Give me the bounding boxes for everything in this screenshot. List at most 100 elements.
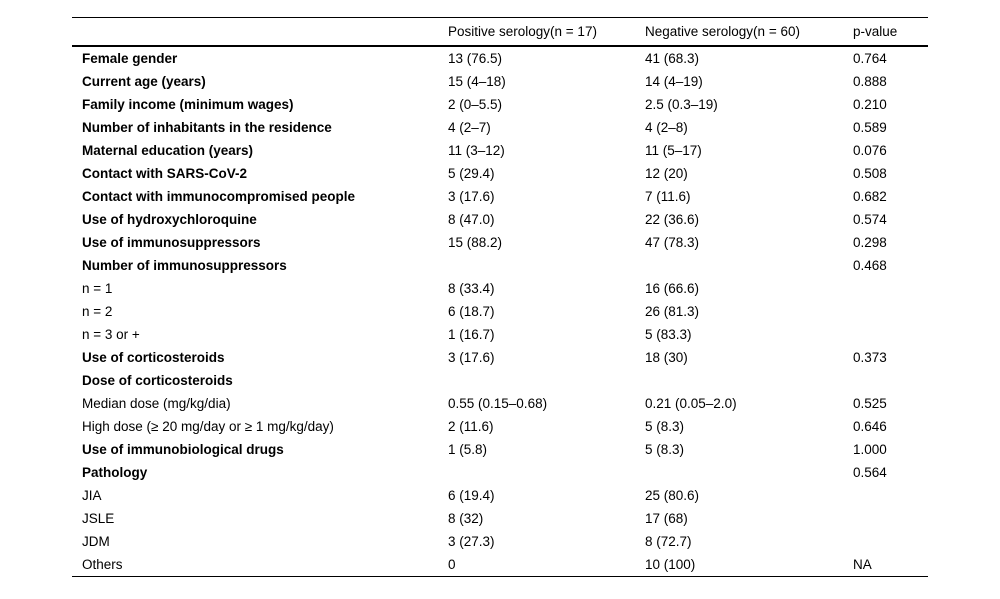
- serology-table-container: Positive serology(n = 17) Negative serol…: [72, 17, 928, 577]
- table-row: n = 2 6 (18.7) 26 (81.3): [72, 300, 928, 323]
- positive-serology-value: 15 (4–18): [448, 73, 506, 89]
- negative-serology-value: 11 (5–17): [645, 142, 702, 158]
- row-label: JSLE: [82, 510, 115, 526]
- table-body: Female gender 13 (76.5) 41 (68.3) 0.764 …: [72, 46, 928, 577]
- positive-serology-value: 1 (5.8): [448, 441, 488, 457]
- row-label: Current age (years): [82, 73, 206, 89]
- positive-serology-value: 6 (19.4): [448, 487, 495, 503]
- row-label: Number of inhabitants in the residence: [82, 119, 332, 135]
- positive-serology-value: 8 (32): [448, 510, 484, 526]
- positive-serology-value: 11 (3–12): [448, 142, 505, 158]
- p-value: [853, 369, 928, 392]
- table-row: High dose (≥ 20 mg/day or ≥ 1 mg/kg/day)…: [72, 415, 928, 438]
- p-value: [853, 484, 928, 507]
- p-value: 0.764: [853, 50, 887, 66]
- p-value: 0.373: [853, 349, 887, 365]
- positive-serology-value: [448, 369, 645, 392]
- positive-serology-value: 15 (88.2): [448, 234, 503, 250]
- row-label: JDM: [82, 533, 110, 549]
- row-label: Family income (minimum wages): [82, 96, 294, 112]
- positive-serology-value: 3 (17.6): [448, 349, 495, 365]
- negative-serology-value: 14 (4–19): [645, 73, 703, 89]
- row-label: Use of immunosuppressors: [82, 234, 261, 250]
- positive-serology-value: 2 (11.6): [448, 418, 494, 434]
- negative-serology-value: 47 (78.3): [645, 234, 700, 250]
- negative-serology-value: 26 (81.3): [645, 303, 700, 319]
- p-value: [853, 507, 928, 530]
- positive-serology-value: 13 (76.5): [448, 50, 503, 66]
- table-row: Number of inhabitants in the residence 4…: [72, 116, 928, 139]
- positive-serology-value: 2 (0–5.5): [448, 96, 503, 112]
- row-label: Female gender: [82, 50, 178, 66]
- positive-serology-value: 3 (17.6): [448, 188, 495, 204]
- negative-serology-value: 16 (66.6): [645, 280, 700, 296]
- table-row: Use of immunobiological drugs 1 (5.8) 5 …: [72, 438, 928, 461]
- negative-serology-value: 17 (68): [645, 510, 688, 526]
- p-value: NA: [853, 556, 872, 572]
- p-value: 0.646: [853, 418, 887, 434]
- column-header-negative-serology: Negative serology(n = 60): [645, 17, 853, 47]
- table-row: JDM 3 (27.3) 8 (72.7): [72, 530, 928, 553]
- column-header-p-value: p-value: [853, 17, 928, 47]
- row-label: Median dose (mg/kg/dia): [82, 395, 231, 411]
- positive-serology-value: 8 (33.4): [448, 280, 495, 296]
- row-label: n = 3 or +: [82, 326, 140, 342]
- row-label: Maternal education (years): [82, 142, 254, 158]
- row-label: Contact with SARS-CoV-2: [82, 165, 248, 181]
- negative-serology-value: 5 (8.3): [645, 418, 685, 434]
- positive-serology-value: [448, 254, 645, 277]
- row-label: Number of immunosuppressors: [82, 257, 287, 273]
- p-value: 0.298: [853, 234, 887, 250]
- column-header-blank: [72, 17, 448, 47]
- row-label: Use of corticosteroids: [82, 349, 225, 365]
- negative-serology-value: 22 (36.6): [645, 211, 700, 227]
- p-value: 0.468: [853, 257, 887, 273]
- negative-serology-value: 5 (83.3): [645, 326, 692, 342]
- row-label: JIA: [82, 487, 102, 503]
- negative-serology-value: 41 (68.3): [645, 50, 700, 66]
- negative-serology-value: 4 (2–8): [645, 119, 688, 135]
- p-value: [853, 300, 928, 323]
- table-row: Maternal education (years) 11 (3–12) 11 …: [72, 139, 928, 162]
- negative-serology-value: 12 (20): [645, 165, 688, 181]
- row-label: Use of hydroxychloroquine: [82, 211, 257, 227]
- p-value: 0.508: [853, 165, 887, 181]
- p-value: 1.000: [853, 441, 887, 457]
- table-row: Others 0 10 (100) NA: [72, 553, 928, 577]
- p-value: [853, 277, 928, 300]
- positive-serology-value: 0: [448, 556, 456, 572]
- table-row: Female gender 13 (76.5) 41 (68.3) 0.764: [72, 46, 928, 70]
- p-value: [853, 323, 928, 346]
- p-value: 0.888: [853, 73, 887, 89]
- table-row: JIA 6 (19.4) 25 (80.6): [72, 484, 928, 507]
- positive-serology-value: 3 (27.3): [448, 533, 495, 549]
- row-label: High dose (≥ 20 mg/day or ≥ 1 mg/kg/day): [82, 418, 334, 434]
- negative-serology-value: 5 (8.3): [645, 441, 685, 457]
- p-value: 0.682: [853, 188, 887, 204]
- table-row: Contact with SARS-CoV-2 5 (29.4) 12 (20)…: [72, 162, 928, 185]
- row-label: Contact with immunocompromised people: [82, 188, 356, 204]
- p-value: 0.574: [853, 211, 887, 227]
- positive-serology-value: 1 (16.7): [448, 326, 495, 342]
- positive-serology-value: 8 (47.0): [448, 211, 495, 227]
- p-value: 0.076: [853, 142, 887, 158]
- negative-serology-value: [645, 461, 853, 484]
- table-row: Contact with immunocompromised people 3 …: [72, 185, 928, 208]
- table-row: n = 1 8 (33.4) 16 (66.6): [72, 277, 928, 300]
- negative-serology-value: 25 (80.6): [645, 487, 700, 503]
- row-label: Use of immunobiological drugs: [82, 441, 284, 457]
- p-value: 0.210: [853, 96, 887, 112]
- positive-serology-value: 4 (2–7): [448, 119, 491, 135]
- negative-serology-value: [645, 369, 853, 392]
- table-row: Dose of corticosteroids: [72, 369, 928, 392]
- table-header: Positive serology(n = 17) Negative serol…: [72, 17, 928, 47]
- negative-serology-value: 8 (72.7): [645, 533, 692, 549]
- negative-serology-value: 18 (30): [645, 349, 688, 365]
- negative-serology-value: 7 (11.6): [645, 188, 691, 204]
- column-header-positive-serology: Positive serology(n = 17): [448, 17, 645, 47]
- table-row: Pathology 0.564: [72, 461, 928, 484]
- negative-serology-value: 2.5 (0.3–19): [645, 96, 718, 112]
- row-label: Others: [82, 556, 123, 572]
- serology-comparison-table: Positive serology(n = 17) Negative serol…: [72, 17, 928, 577]
- table-row: Median dose (mg/kg/dia) 0.55 (0.15–0.68)…: [72, 392, 928, 415]
